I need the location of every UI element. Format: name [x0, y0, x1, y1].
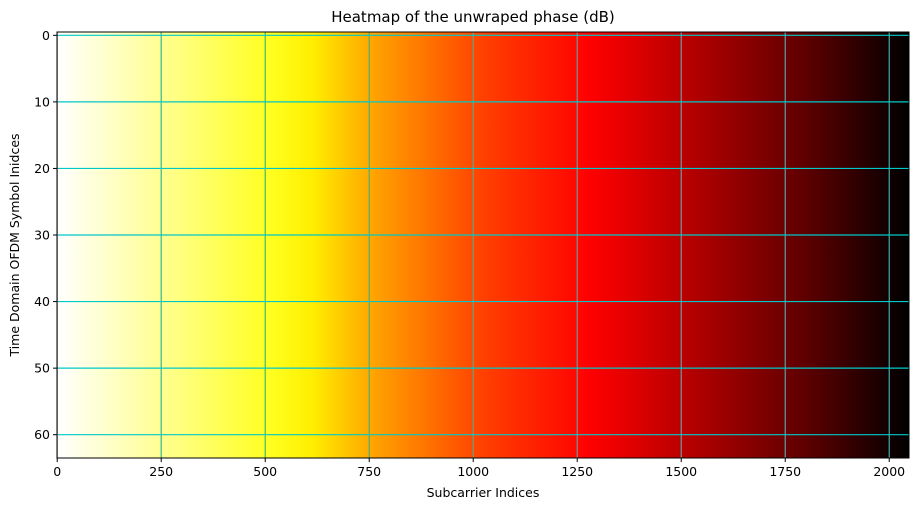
- x-tick-label: 1750: [769, 464, 801, 479]
- y-tick-label: 40: [34, 294, 50, 309]
- x-tick-label: 1250: [561, 464, 593, 479]
- y-tick-label: 0: [42, 28, 50, 43]
- y-tick-label: 20: [34, 161, 50, 176]
- y-tick-label: 60: [34, 427, 50, 442]
- x-tick-label: 500: [253, 464, 277, 479]
- x-tick-label: 250: [149, 464, 173, 479]
- x-tick-label: 2000: [873, 464, 905, 479]
- x-tick-label: 1000: [457, 464, 489, 479]
- x-tick-label: 750: [357, 464, 381, 479]
- y-tick-label: 10: [34, 94, 50, 109]
- plot-frame: [56, 31, 910, 459]
- y-axis: 0 10 20 30 40 50 60: [34, 28, 57, 442]
- grid-lines: [56, 32, 909, 458]
- x-tick-label: 0: [53, 464, 61, 479]
- y-axis-label: Time Domain OFDM Symbol Inidces: [7, 133, 22, 357]
- chart-title: Heatmap of the unwraped phase (dB): [331, 8, 615, 26]
- y-tick-label: 30: [34, 228, 50, 243]
- y-tick-label: 50: [34, 361, 50, 376]
- x-axis: 0 250 500 750 1000 1250 1500 1750 2000: [53, 458, 905, 479]
- heatmap-area: [57, 32, 909, 458]
- x-axis-label: Subcarrier Indices: [427, 485, 540, 500]
- x-tick-label: 1500: [665, 464, 697, 479]
